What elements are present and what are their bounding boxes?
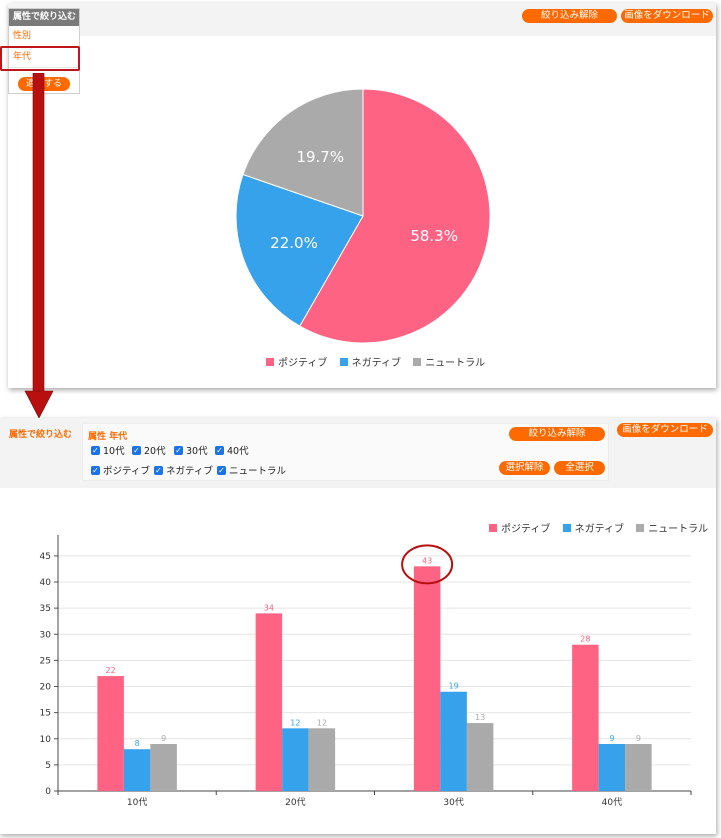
x-tick-label: 40代 xyxy=(602,797,622,808)
download-image-button[interactable]: 画像をダウンロード xyxy=(617,423,713,437)
data-label: 12 xyxy=(317,718,327,727)
pie-slice-label-0: 58.3% xyxy=(410,227,458,245)
bar-0-0 xyxy=(97,676,124,791)
bar-2-1 xyxy=(308,728,336,791)
bar-1-0 xyxy=(123,749,151,791)
checkbox-negative[interactable]: ✓ ネガティブ xyxy=(154,466,213,477)
data-label: 13 xyxy=(475,713,485,722)
reset-filter-button[interactable]: 絞り込み解除 xyxy=(522,9,617,23)
pie-slice-label-1: 22.0% xyxy=(270,234,318,252)
checkbox-10s[interactable]: ✓ 10代 xyxy=(91,446,125,457)
data-label: 9 xyxy=(636,734,641,743)
bar-chart-panel: 属性で絞り込む 属性 年代 ✓ 10代 ✓ 20代 ✓ 30代 ✓ 40代 ✓ ポジティブ… xyxy=(0,418,716,834)
checkbox-positive[interactable]: ✓ ポジティブ xyxy=(91,466,150,477)
y-tick-label: 10 xyxy=(40,735,52,745)
legend-item-negative: ネガティブ xyxy=(562,520,624,535)
checkbox-20s[interactable]: ✓ 20代 xyxy=(132,446,166,457)
data-label: 22 xyxy=(106,666,116,675)
pie-legend: ポジティブ ネガティブ ニュートラル xyxy=(266,354,494,369)
check-icon: ✓ xyxy=(154,466,163,475)
y-tick-label: 20 xyxy=(40,683,52,693)
bar-0-3 xyxy=(572,644,599,791)
filter-menu-title: 属性で絞り込む xyxy=(9,9,79,26)
data-label: 34 xyxy=(264,603,274,612)
data-label: 28 xyxy=(580,635,590,644)
check-icon: ✓ xyxy=(132,446,141,455)
data-label: 12 xyxy=(290,718,300,727)
pie-slice-label-2: 19.7% xyxy=(296,148,344,166)
x-tick-label: 30代 xyxy=(443,797,463,808)
y-tick-label: 45 xyxy=(40,552,51,562)
legend-item-neutral: ニュートラル xyxy=(413,354,485,369)
pie-chart-panel: 絞り込み解除 画像をダウンロード 属性で絞り込む 性別 年代 適用する 58.3… xyxy=(0,3,716,388)
filter-option-age[interactable]: 年代 xyxy=(9,47,79,68)
checkbox-30s[interactable]: ✓ 30代 xyxy=(174,446,208,457)
legend-item-positive: ポジティブ xyxy=(489,520,550,535)
y-tick-label: 30 xyxy=(40,630,52,640)
check-icon: ✓ xyxy=(91,466,100,475)
y-tick-label: 35 xyxy=(40,604,51,614)
highlight-circle xyxy=(401,544,454,585)
check-icon: ✓ xyxy=(174,446,183,455)
bar-legend: ポジティブ ネガティブ ニュートラル xyxy=(489,520,708,535)
y-tick-label: 25 xyxy=(40,656,51,666)
down-arrow-annotation xyxy=(24,73,54,418)
x-tick-label: 20代 xyxy=(285,797,305,808)
data-label: 8 xyxy=(135,739,140,748)
bar-0-2 xyxy=(413,566,441,791)
age-option-highlight xyxy=(0,46,80,71)
pie-slice-1 xyxy=(235,173,364,327)
pie-slice-0 xyxy=(299,88,491,343)
legend-item-negative: ネガティブ xyxy=(339,354,401,369)
bar-2-3 xyxy=(625,743,652,791)
reset-filter-button[interactable]: 絞り込み解除 xyxy=(509,427,605,441)
legend-item-positive: ポジティブ xyxy=(266,354,327,369)
x-tick-label: 10代 xyxy=(127,797,147,808)
bar-2-2 xyxy=(466,723,494,791)
checkbox-40s[interactable]: ✓ 40代 xyxy=(215,446,249,457)
age-filter-box: 属性 年代 ✓ 10代 ✓ 20代 ✓ 30代 ✓ 40代 ✓ ポジティブ ✓ ネガティブ … xyxy=(82,423,609,481)
sentiment-pie-chart: 58.3% 22.0% 19.7% xyxy=(235,88,491,343)
age-bar-chart: 0 5 10 15 20 25 30 35 40 45 10代 22 8 9 20代 34 12 12 30代 43 1… xyxy=(40,535,692,808)
data-label: 19 xyxy=(449,682,459,691)
bar-0-1 xyxy=(255,613,283,791)
y-tick-label: 5 xyxy=(45,761,51,771)
y-tick-label: 40 xyxy=(40,578,52,588)
download-image-button[interactable]: 画像をダウンロード xyxy=(621,9,713,23)
data-label: 9 xyxy=(161,734,166,743)
section-label: 属性 年代 xyxy=(88,432,128,442)
data-label: 9 xyxy=(609,734,614,743)
filter-title[interactable]: 属性で絞り込む xyxy=(9,430,73,440)
y-tick-label: 0 xyxy=(45,787,51,797)
check-icon: ✓ xyxy=(91,446,100,455)
check-icon: ✓ xyxy=(217,466,226,475)
pie-slice-2 xyxy=(242,88,364,217)
data-label: 43 xyxy=(422,556,432,565)
bar-2-0 xyxy=(150,743,177,791)
bar-1-1 xyxy=(282,728,309,791)
legend-item-neutral: ニュートラル xyxy=(636,520,708,535)
deselect-button[interactable]: 選択解除 xyxy=(499,461,550,475)
bar-1-2 xyxy=(440,691,467,791)
check-icon: ✓ xyxy=(215,446,224,455)
y-tick-label: 15 xyxy=(40,709,51,719)
checkbox-neutral[interactable]: ✓ ニュートラル xyxy=(217,466,287,477)
bar-1-3 xyxy=(598,743,626,791)
select-all-button[interactable]: 全選択 xyxy=(554,461,605,475)
